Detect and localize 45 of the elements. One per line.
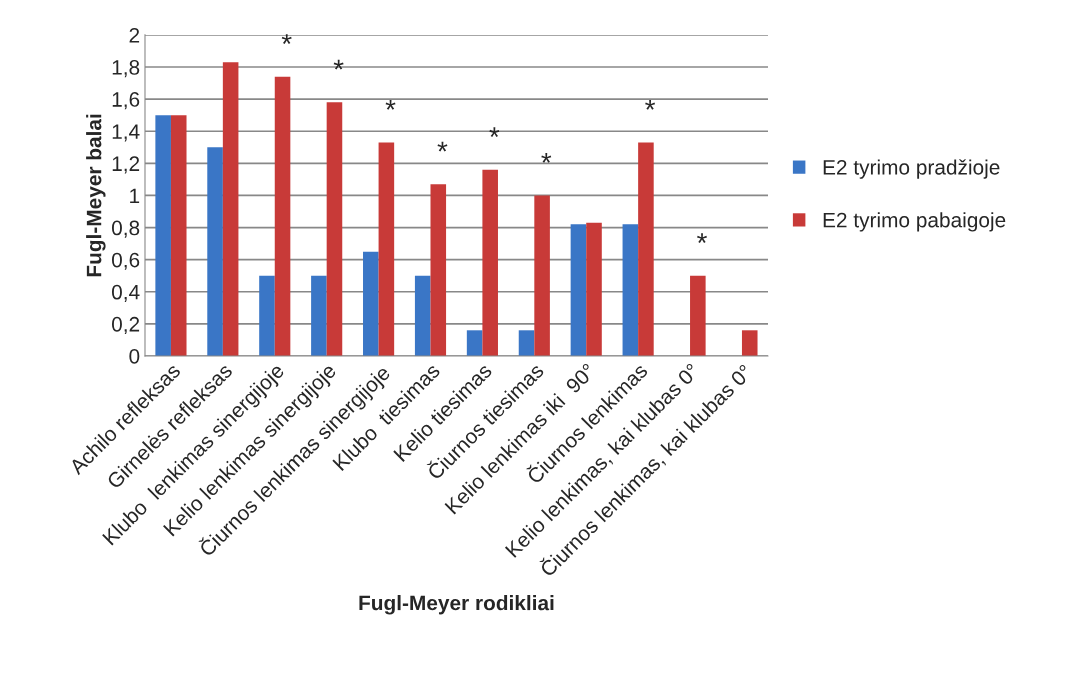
- annotation: *: [437, 141, 448, 152]
- bar: [690, 275, 706, 356]
- annotation: *: [697, 233, 707, 243]
- y-axis-title: Fugl-Meyer balai: [86, 114, 106, 277]
- y-tick-label: 0,6: [111, 252, 140, 270]
- bar: [259, 275, 275, 356]
- bar: [326, 102, 343, 356]
- bar: [534, 195, 550, 356]
- annotation: *: [541, 152, 552, 163]
- annotation: *: [489, 127, 500, 138]
- bar: [207, 147, 223, 356]
- legend-label: E2 tyrimo pradžioje: [823, 159, 1000, 179]
- bar: [378, 142, 395, 356]
- y-tick-label: 1,4: [112, 124, 140, 142]
- annotation: *: [281, 34, 292, 44]
- annotation: *: [333, 59, 344, 70]
- y-tick-label: 1: [130, 188, 140, 203]
- y-tick-label: 0,2: [111, 316, 140, 335]
- bar: [518, 330, 535, 356]
- bar: [638, 142, 654, 356]
- bar: [363, 251, 379, 356]
- annotation: *: [385, 99, 396, 110]
- bar: [311, 275, 327, 356]
- bar: [155, 115, 171, 356]
- bar: [274, 76, 291, 356]
- y-tick-label: 0: [129, 348, 140, 364]
- y-tick-label: 1,8: [112, 60, 140, 78]
- x-axis-title: Fugl-Meyer rodikliai: [359, 595, 554, 615]
- bar: [622, 224, 639, 356]
- bar: [586, 222, 602, 356]
- annotation: *: [645, 99, 656, 110]
- y-tick-label: 1,2: [112, 156, 140, 174]
- bar: [170, 115, 187, 356]
- bar: [466, 330, 483, 356]
- y-tick-label: 0,8: [111, 220, 140, 238]
- bar: [570, 224, 587, 356]
- bar: [414, 275, 431, 356]
- bar: [741, 330, 758, 356]
- bar: [482, 169, 498, 356]
- y-tick-label: 1,6: [112, 92, 140, 110]
- y-tick-label: 2: [129, 27, 140, 43]
- bar: [222, 62, 239, 356]
- y-tick-label: 0,4: [111, 284, 140, 302]
- bar: [430, 184, 447, 356]
- legend-label: E2 tyrimo pabaigoje: [823, 212, 1006, 232]
